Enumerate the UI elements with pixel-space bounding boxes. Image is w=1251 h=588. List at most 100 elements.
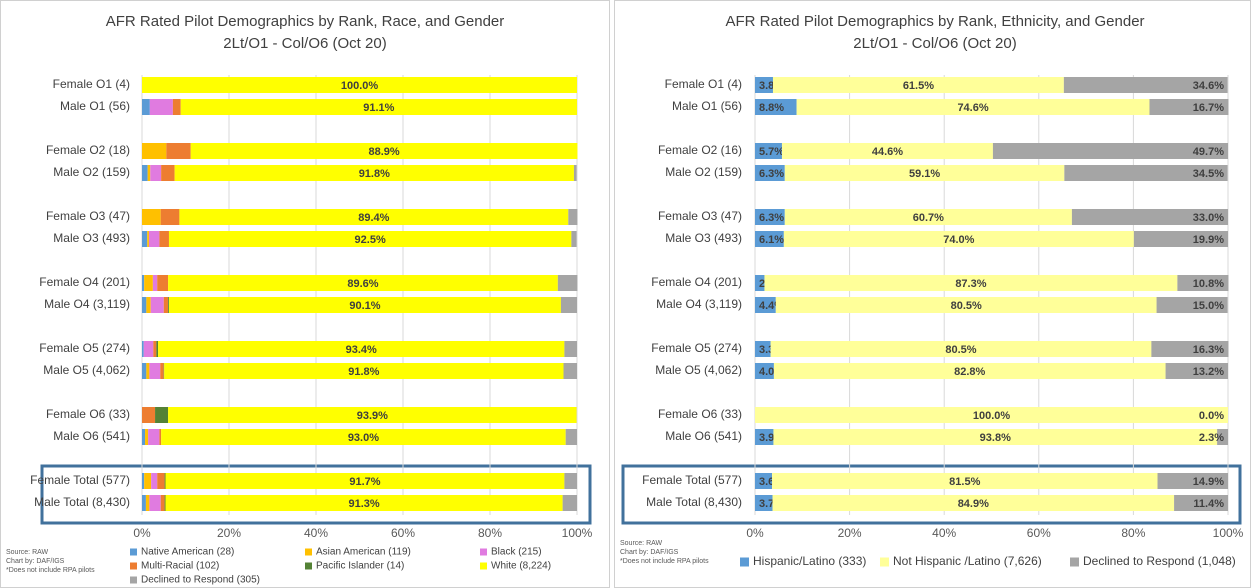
bar-segment	[160, 495, 165, 511]
data-label: 6.3%	[759, 168, 784, 180]
bar-segment	[142, 341, 144, 357]
data-label: 93.0%	[348, 432, 379, 444]
chart-title: AFR Rated Pilot Demographics by Rank, Ra…	[106, 13, 505, 30]
bar-segment	[571, 231, 577, 247]
bar-segment	[142, 165, 148, 181]
data-label: 59.1%	[909, 168, 940, 180]
data-label: 90.1%	[349, 300, 380, 312]
y-tick-label: Male O4 (3,119)	[656, 297, 742, 311]
y-tick-label: Male O2 (159)	[665, 165, 742, 179]
bar-segment	[773, 363, 1166, 379]
data-label: 61.5%	[903, 80, 934, 92]
bar-segment	[573, 165, 577, 181]
y-tick-label: Female O6 (33)	[658, 407, 742, 421]
data-label: 92.5%	[355, 234, 386, 246]
legend-swatch	[130, 562, 137, 570]
legend-swatch	[130, 548, 137, 556]
bar-segment	[755, 297, 776, 313]
y-tick-label: Male O3 (493)	[665, 231, 742, 245]
bar-segment	[1149, 99, 1229, 115]
data-label: 100.0%	[341, 80, 379, 92]
data-label: 93.8%	[980, 432, 1011, 444]
y-tick-label: Female O6 (33)	[46, 407, 130, 421]
legend-label: Declined to Respond (1,048)	[1083, 554, 1236, 568]
bar-segment	[158, 341, 565, 357]
bar-segment	[142, 429, 146, 445]
legend-label: Hispanic/Latino (333)	[753, 554, 866, 568]
data-label: 81.5%	[949, 476, 980, 488]
data-label: 49.7%	[1193, 146, 1224, 158]
bar-segment	[755, 77, 773, 93]
bar-segment	[190, 143, 578, 159]
y-tick-label: Male Total (8,430)	[646, 495, 742, 509]
bar-segment	[159, 429, 162, 445]
bar-segment	[153, 341, 157, 357]
x-tick-label: 40%	[304, 526, 328, 540]
data-label: 91.8%	[359, 168, 390, 180]
footnote: Chart by: DAF/IGS	[6, 558, 65, 565]
legend-label: Multi-Racial (102)	[141, 561, 219, 572]
bar-segment	[142, 143, 167, 159]
bar-segment	[565, 429, 577, 445]
bar-segment	[161, 165, 175, 181]
y-tick-label: Female O3 (47)	[46, 209, 130, 223]
bar-segment	[1177, 275, 1229, 291]
chart-title: AFR Rated Pilot Demographics by Rank, Et…	[725, 13, 1144, 30]
data-label: 74.0%	[943, 234, 974, 246]
bar-segment	[159, 231, 169, 247]
bar-segment	[156, 341, 159, 357]
y-tick-label: Male O5 (4,062)	[43, 363, 130, 377]
legend-swatch	[305, 548, 312, 556]
bar-segment	[773, 429, 1218, 445]
footnote: *Does not include RPA pilots	[620, 558, 709, 565]
data-label: 14.9%	[1193, 476, 1224, 488]
footnote: Chart by: DAF/IGS	[620, 549, 679, 556]
data-label: 80.5%	[945, 344, 976, 356]
bar-segment	[142, 231, 148, 247]
bar-segment	[755, 363, 774, 379]
bar-segment	[166, 143, 191, 159]
bar-segment	[1063, 77, 1228, 93]
y-tick-label: Male O1 (56)	[672, 99, 742, 113]
bar-segment	[772, 473, 1158, 489]
bar-segment	[163, 297, 169, 313]
bar-segment	[560, 297, 577, 313]
data-label: 74.6%	[957, 102, 988, 114]
data-label: 33.0%	[1193, 212, 1224, 224]
y-tick-label: Female O2 (16)	[658, 143, 742, 157]
data-label: 6.1%	[759, 234, 784, 246]
bar-segment	[164, 363, 564, 379]
legend-swatch	[480, 548, 487, 556]
legend-label: Asian American (119)	[316, 547, 411, 558]
bar-segment	[1071, 209, 1228, 225]
bar-segment	[148, 231, 160, 247]
data-label: 16.3%	[1193, 344, 1224, 356]
y-tick-label: Female O3 (47)	[658, 209, 742, 223]
data-label: 16.7%	[1193, 102, 1224, 114]
data-label: 88.9%	[368, 146, 399, 158]
data-label: 34.6%	[1193, 80, 1224, 92]
data-label: 100.0%	[973, 410, 1011, 422]
bar-segment	[145, 429, 149, 445]
bar-segment	[142, 209, 161, 225]
bar-segment	[772, 77, 1064, 93]
data-label: 44.6%	[872, 146, 903, 158]
bar-segment	[145, 495, 150, 511]
bar-segment	[796, 99, 1150, 115]
bar-segment	[142, 297, 147, 313]
x-tick-label: 80%	[478, 526, 502, 540]
y-tick-label: Male O4 (3,119)	[44, 297, 130, 311]
bar-segment	[755, 429, 774, 445]
y-tick-label: Female O4 (201)	[39, 275, 130, 289]
bar-segment	[1064, 165, 1228, 181]
bar-segment	[755, 407, 1228, 423]
data-label: 0.0%	[1199, 410, 1224, 422]
bar-segment	[142, 275, 145, 291]
bar-segment	[174, 165, 574, 181]
data-label: 91.1%	[363, 102, 394, 114]
bar-segment	[142, 473, 145, 489]
x-tick-label: 60%	[391, 526, 415, 540]
x-tick-label: 100%	[562, 526, 593, 540]
bar-segment	[164, 473, 166, 489]
